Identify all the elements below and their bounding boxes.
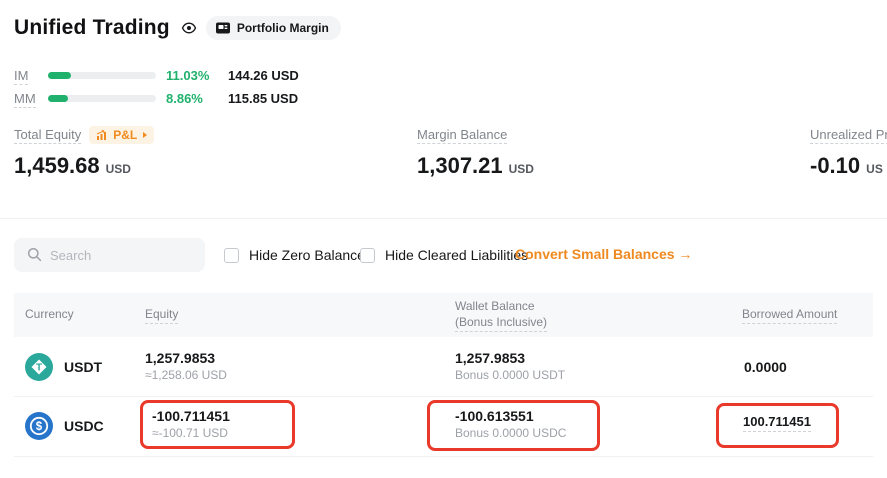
- page-title: Unified Trading: [14, 16, 170, 39]
- usdc-coin-icon: $: [25, 412, 53, 440]
- im-progress-bar: [48, 72, 156, 79]
- hide-zero-balances-label: Hide Zero Balances: [249, 247, 372, 263]
- unrealized-pnl-unit: US: [866, 162, 883, 176]
- highlight-box-usdc-borrowed: [716, 403, 839, 448]
- mm-progress-bar: [48, 95, 156, 102]
- im-percent: 11.03%: [166, 68, 210, 83]
- equity-usd-value: ≈1,258.06 USD: [145, 368, 227, 382]
- mm-progress-fill: [48, 95, 68, 102]
- usdt-equity-cell: 1,257.9853 ≈1,258.06 USD: [145, 349, 227, 384]
- portfolio-margin-badge[interactable]: Portfolio Margin: [205, 16, 341, 40]
- im-amount: 144.26 USD: [228, 68, 299, 83]
- pnl-label: P&L: [113, 128, 138, 142]
- wallet-bonus-value: Bonus 0.0000 USDT: [455, 368, 566, 382]
- hide-zero-balances-checkbox[interactable]: Hide Zero Balances: [224, 247, 372, 263]
- usdt-coin-icon: T: [25, 353, 53, 381]
- mm-amount: 115.85 USD: [228, 91, 299, 106]
- table-row-usdc-currency: $ USDC: [25, 412, 104, 440]
- highlight-box-usdc-wallet: [427, 400, 600, 451]
- equity-value: -100.711451: [152, 408, 230, 424]
- portfolio-margin-label: Portfolio Margin: [236, 21, 329, 35]
- usdc-borrowed-amount[interactable]: 100.711451: [743, 414, 811, 432]
- margin-balance-value: 1,307.21: [417, 153, 503, 178]
- svg-text:$: $: [36, 421, 43, 433]
- mm-row: MM 8.86% 115.85 USD: [14, 87, 299, 110]
- portfolio-margin-icon: [215, 21, 231, 35]
- unrealized-pnl-value: -0.10: [810, 153, 861, 178]
- wallet-bonus-value: Bonus 0.0000 USDC: [455, 426, 567, 440]
- svg-text:T: T: [36, 363, 42, 374]
- margin-balance-stat: Margin Balance 1,307.21 USD: [417, 126, 677, 179]
- currency-name: USDC: [64, 418, 104, 434]
- pnl-chart-icon: [96, 129, 109, 141]
- search-box: [14, 238, 205, 272]
- eye-icon[interactable]: [181, 20, 197, 36]
- row-divider: [14, 456, 873, 457]
- equity-usd-value: ≈-100.71 USD: [152, 426, 228, 440]
- hide-cleared-liabilities-label: Hide Cleared Liabilities: [385, 247, 529, 263]
- column-header-currency: Currency: [25, 307, 74, 321]
- checkbox-icon[interactable]: [224, 247, 239, 263]
- total-equity-unit: USD: [105, 162, 131, 176]
- table-header: [14, 293, 873, 337]
- im-progress-fill: [48, 72, 71, 79]
- section-divider: [0, 218, 887, 219]
- search-input[interactable]: [14, 238, 205, 272]
- unrealized-pnl-label: Unrealized Pr: [810, 126, 887, 144]
- pnl-expand-arrow-icon: [143, 132, 148, 138]
- wallet-balance-value: -100.613551: [455, 408, 534, 424]
- currency-name: USDT: [64, 359, 103, 375]
- convert-small-balances-link[interactable]: Convert Small Balances →: [515, 246, 693, 262]
- margin-indicators: IM 11.03% 144.26 USD MM 8.86% 115.85 USD: [14, 64, 299, 110]
- row-divider: [14, 396, 873, 397]
- wallet-balance-value: 1,257.9853: [455, 350, 526, 366]
- im-label: IM: [14, 68, 29, 85]
- title-row: Unified Trading Portfolio Margin: [14, 16, 341, 40]
- mm-label: MM: [14, 91, 36, 108]
- column-header-equity[interactable]: Equity: [145, 307, 179, 324]
- margin-balance-unit: USD: [508, 162, 534, 176]
- column-header-wallet-balance[interactable]: Wallet Balance (Bonus Inclusive): [455, 298, 548, 332]
- search-icon: [27, 247, 42, 267]
- hide-cleared-liabilities-checkbox[interactable]: Hide Cleared Liabilities: [360, 247, 528, 263]
- usdc-wallet-cell: -100.613551 Bonus 0.0000 USDC: [455, 407, 566, 442]
- filter-row: Hide Zero Balances Hide Cleared Liabilit…: [0, 238, 887, 272]
- highlight-box-usdc-equity: [140, 400, 295, 449]
- total-equity-stat: Total Equity P&L 1,459.68 USD: [14, 126, 274, 179]
- mm-percent: 8.86%: [166, 91, 203, 106]
- column-header-borrowed-amount[interactable]: Borrowed Amount: [742, 307, 838, 324]
- equity-value: 1,257.9853: [145, 350, 216, 366]
- im-row: IM 11.03% 144.26 USD: [14, 64, 299, 87]
- usdt-borrowed-amount: 0.0000: [744, 359, 787, 375]
- margin-balance-label: Margin Balance: [417, 126, 508, 144]
- unrealized-pnl-stat: Unrealized Pr -0.10 US: [810, 126, 887, 179]
- total-equity-label: Total Equity: [14, 126, 82, 144]
- usdt-wallet-cell: 1,257.9853 Bonus 0.0000 USDT: [455, 349, 565, 384]
- usdc-equity-cell: -100.711451 ≈-100.71 USD: [152, 407, 230, 442]
- total-equity-value: 1,459.68: [14, 153, 100, 178]
- checkbox-icon[interactable]: [360, 247, 375, 263]
- table-row-usdt-currency: T USDT: [25, 353, 102, 381]
- pnl-badge[interactable]: P&L: [89, 126, 155, 144]
